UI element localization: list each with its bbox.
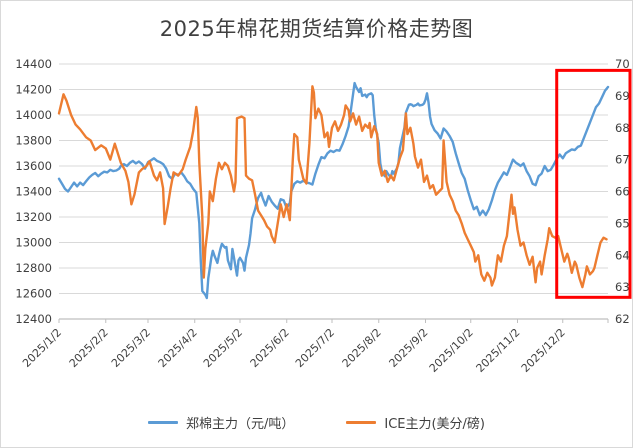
y-axis-label-right: 62: [615, 312, 630, 326]
zhengmian-line-swatch-icon: [147, 420, 178, 424]
x-axis-label: 2025/7/2: [293, 326, 337, 370]
legend-item-zhengmian: 郑棉主力（元/吨）: [147, 413, 295, 432]
y-axis-label-left: 13600: [15, 159, 52, 173]
y-axis-label-right: 65: [615, 216, 630, 230]
chart-title: 2025年棉花期货结算价格走势图: [159, 17, 474, 41]
y-axis-label-left: 12800: [15, 261, 52, 275]
x-axis-label: 2025/2/2: [67, 326, 111, 370]
y-axis-label-right: 66: [615, 185, 630, 199]
ice-line-swatch-icon: [346, 420, 377, 424]
y-axis-label-right: 68: [615, 121, 630, 135]
highlight-rectangle: [555, 68, 632, 299]
y-axis-label-right: 67: [615, 153, 630, 167]
legend-item-ice: ICE主力(美分/磅): [346, 413, 485, 432]
x-axis-label: 2025/11/2: [474, 326, 523, 375]
y-axis-label-left: 14400: [15, 57, 52, 71]
y-axis-label-right: 63: [615, 280, 630, 294]
x-axis-label: 2025/5/2: [201, 326, 245, 370]
x-axis-label: 2025/12/2: [519, 326, 568, 375]
y-axis-label-right: 64: [615, 248, 630, 262]
x-axis-label: 2025/9/2: [386, 326, 430, 370]
x-axis-label: 2025/6/2: [248, 326, 292, 370]
y-axis-label-left: 13400: [15, 185, 52, 199]
y-axis-label-left: 13000: [15, 236, 52, 250]
y-axis-label-right: 70: [615, 57, 630, 71]
x-axis-label: 2025/10/2: [427, 326, 476, 375]
y-axis-label-right: 69: [615, 89, 630, 103]
x-axis-label: 2025/4/2: [156, 326, 200, 370]
y-axis-label-left: 12600: [15, 287, 52, 301]
x-axis-label: 2025/1/2: [20, 326, 64, 370]
y-axis-label-left: 14000: [15, 108, 52, 122]
y-axis-label-left: 13800: [15, 134, 52, 148]
x-axis-label: 2025/3/2: [109, 326, 153, 370]
zhengmian-price-line: [57, 81, 610, 300]
y-axis-label-left: 12400: [15, 312, 52, 326]
chart-legend: 郑棉主力（元/吨） ICE主力(美分/磅): [1, 408, 632, 436]
legend-label-zhengmian: 郑棉主力（元/吨）: [185, 416, 295, 432]
y-axis-label-left: 14200: [15, 83, 52, 97]
legend-label-ice: ICE主力(美分/磅): [384, 416, 486, 432]
x-axis-label: 2025/8/2: [340, 326, 384, 370]
ice-price-line: [57, 85, 608, 289]
y-axis-label-left: 13200: [15, 210, 52, 224]
